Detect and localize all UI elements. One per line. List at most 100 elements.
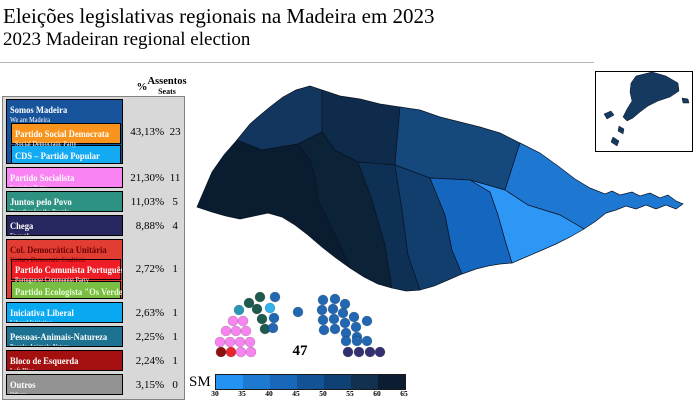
seat-dot-sm — [340, 335, 352, 347]
party-color-block: Partido Social Democrata Social Democrati… — [11, 123, 121, 148]
seat-dot-il — [264, 302, 276, 314]
seat-dot-sm — [337, 307, 349, 319]
scale-tick: 55 — [346, 389, 354, 398]
percent-value: 21,30% — [130, 171, 165, 184]
seats-value: 23 — [169, 125, 181, 138]
seat-dot-chega — [364, 346, 376, 358]
party-name-en: People-Animals-Nature — [10, 343, 70, 347]
percent-value: 11,03% — [130, 195, 165, 208]
percent-value: 2,63% — [135, 306, 165, 319]
seats-value: 1 — [172, 263, 178, 275]
seat-dot-ps — [234, 336, 246, 348]
party-name: Partido Ecologista "Os Verdes" — [15, 288, 123, 298]
seat-dot-ps — [227, 315, 239, 327]
party-color-block: Iniciativa Liberal Liberal Initiative — [6, 302, 123, 323]
seats-value: 1 — [172, 354, 178, 367]
scale-segment — [351, 375, 378, 389]
party-color-block: CDS – Partido PopularCDS-People's Party — [11, 145, 121, 163]
seat-dot-ps — [235, 346, 247, 358]
party-name-en: Social Democratic Party — [15, 140, 77, 148]
seat-dot-cdu — [225, 346, 237, 358]
party-color-block: Juntos pelo Povo Together for the People — [6, 191, 123, 212]
party-color-block: Partido Comunista Português Portuguese Co… — [11, 259, 123, 284]
seats-header-en: Seats — [158, 86, 176, 96]
seats-header-pt: Assentos — [147, 76, 187, 87]
party-name-en: Left Bloc — [10, 367, 34, 371]
scale-tick: 40 — [265, 389, 273, 398]
seat-dot-chega — [353, 346, 365, 358]
party-color-block: Outros Others — [6, 374, 123, 395]
seats-value: 1 — [172, 306, 178, 319]
seat-dot-sm — [329, 293, 341, 305]
total-seats-label: 47 — [292, 343, 308, 359]
party-color-block: Somos Madeira We are Madeira Partido Socia… — [6, 99, 123, 164]
seat-dot-sm — [328, 313, 340, 325]
seat-dot-sm — [292, 306, 304, 318]
color-scale — [215, 374, 406, 390]
seat-dot-chega — [374, 346, 386, 358]
seat-dot-ps — [240, 325, 252, 337]
scale-tick: 30 — [211, 389, 219, 398]
legend-panel: Somos Madeira We are Madeira Partido Socia… — [2, 96, 185, 400]
seat-dot-sm — [327, 303, 339, 315]
party-name-en: We are Madeira — [10, 116, 51, 124]
party-name-en: Together for the People — [10, 208, 70, 212]
party-color-block: Bloco de Esquerda Left Bloc — [6, 350, 123, 371]
party-name: Chega — [10, 222, 34, 232]
scale-tick: 50 — [319, 389, 327, 398]
seat-dot-sm — [351, 335, 363, 347]
party-name-en: Enough — [10, 232, 30, 236]
scale-tick: 35 — [238, 389, 246, 398]
seat-dot-sm — [339, 298, 351, 310]
seats-value: 0 — [172, 378, 178, 391]
seat-dot-be — [215, 346, 227, 358]
map-region — [469, 179, 585, 264]
seat-dot-ps — [214, 336, 226, 348]
percent-value: 2,24% — [135, 354, 165, 367]
seat-dot-jpp — [243, 297, 255, 309]
legend-row: Somos Madeira We are Madeira Partido Socia… — [6, 99, 184, 164]
seat-dot-sm — [329, 323, 341, 335]
seat-dot-sm — [339, 317, 351, 329]
seat-dot-sm — [316, 304, 328, 316]
seat-dot-ps — [224, 336, 236, 348]
seat-dot-jpp — [251, 303, 263, 315]
seat-dot-sm — [350, 321, 362, 333]
party-name-en: Unitary Democratic Coalition — [10, 256, 86, 264]
party-name-en: Socialist Party — [10, 184, 47, 188]
map-region — [297, 131, 393, 289]
legend-row: Juntos pelo Povo Together for the People 1… — [6, 191, 184, 212]
scale-segment — [378, 375, 405, 389]
legend-row: Bloco de Esquerda Left Bloc 2,24% 1 — [6, 350, 184, 371]
party-name: CDS – Partido Popular — [15, 152, 100, 162]
percent-value: 8,88% — [135, 219, 165, 232]
inset-island — [681, 97, 690, 104]
legend-row: Iniciativa Liberal Liberal Initiative 2,63… — [6, 302, 184, 323]
seat-dot-ps — [245, 346, 257, 358]
seat-dot-sm — [361, 335, 373, 347]
party-color-block: Col. Democrática Unitária Unitary Democra… — [6, 239, 123, 299]
page-subtitle: 2023 Madeiran regional election — [3, 29, 251, 50]
party-color-block: Pessoas-Animais-Natureza People-Animals-N… — [6, 326, 123, 347]
party-name-en: Others — [10, 391, 27, 395]
party-color-block: Partido Ecologista "Os Verdes"Ecologist … — [11, 281, 123, 298]
seats-column-header: Assentos Seats — [144, 76, 190, 96]
scale-tick: 65 — [400, 389, 408, 398]
seats-value: 5 — [172, 195, 178, 208]
party-name: Partido Socialista — [10, 174, 75, 184]
party-name: Partido Social Democrata — [15, 130, 110, 140]
percent-value: 43,13% — [130, 125, 165, 138]
party-name: Partido Comunista Português — [15, 266, 123, 276]
seat-dot-sm — [269, 291, 281, 303]
percent-value: 3,15% — [135, 378, 165, 391]
seat-dot-sm — [348, 311, 360, 323]
seat-dot-pan — [233, 304, 245, 316]
party-name: Outros — [10, 381, 36, 391]
legend-row: Chega Enough 8,88% 4 — [6, 215, 184, 236]
seat-dot-jpp — [256, 313, 268, 325]
legend-row: Pessoas-Animais-Natureza People-Animals-N… — [6, 326, 184, 347]
inset-island — [610, 136, 620, 147]
